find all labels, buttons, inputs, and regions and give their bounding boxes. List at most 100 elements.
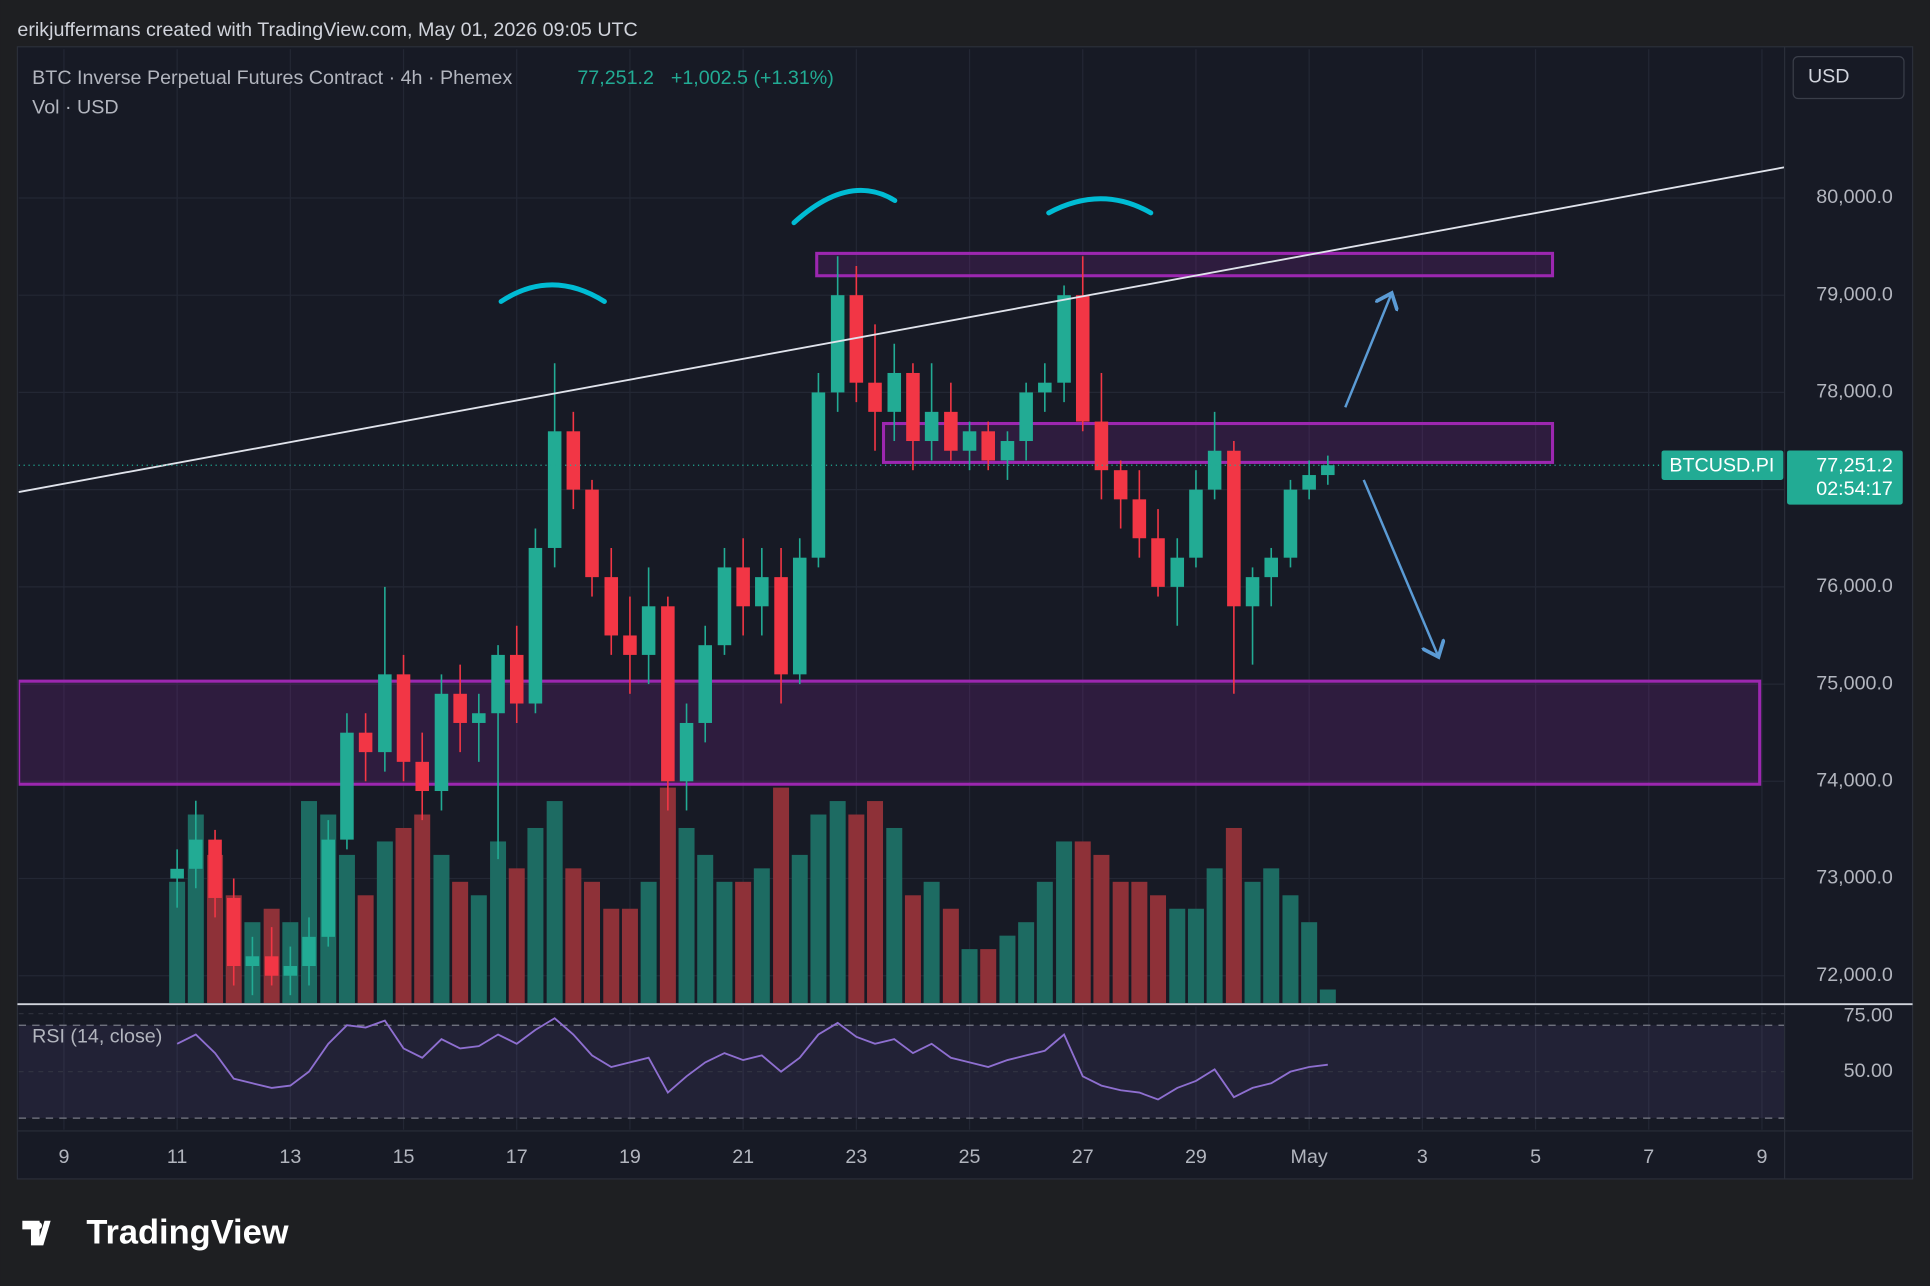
candle-body	[1170, 557, 1185, 587]
x-tick-label: 5	[1530, 1146, 1541, 1168]
volume-bar	[414, 814, 431, 1003]
volume-label: Vol · USD	[32, 96, 118, 118]
candle-body	[491, 654, 505, 714]
volume-bar	[376, 841, 393, 1003]
candle-body	[1227, 450, 1241, 607]
candle-body	[736, 567, 750, 607]
x-tick-label: 27	[1072, 1146, 1094, 1168]
volume-bar	[169, 881, 186, 1003]
volume-bar	[490, 841, 507, 1003]
candle-body	[868, 382, 882, 412]
volume-bar	[1074, 841, 1091, 1003]
y-tick-label: 76,000.0	[1816, 575, 1893, 597]
candle-body	[170, 868, 184, 879]
candle-body	[755, 577, 769, 607]
volume-bar	[452, 881, 469, 1003]
candle-body	[924, 411, 939, 442]
symbol: BTC Inverse Perpetual Futures Contract ·…	[32, 67, 512, 89]
volume-bar	[999, 935, 1016, 1003]
candle-body	[604, 577, 619, 636]
volume-bar	[508, 868, 525, 1003]
candle-body	[1321, 465, 1335, 476]
candle-body	[1132, 499, 1147, 539]
candle-body	[830, 295, 845, 393]
candle-body	[415, 761, 429, 792]
logo: TradingView	[22, 1213, 289, 1251]
candle-body	[792, 557, 807, 675]
candle-body	[358, 732, 373, 753]
candle-body	[566, 431, 581, 490]
volume-bar	[640, 881, 657, 1003]
volume-bar	[753, 868, 770, 1003]
candle-body	[547, 431, 562, 548]
volume-bar	[961, 949, 978, 1003]
y-tick-label: 75,000.0	[1816, 672, 1893, 694]
rsi-tick-label: 50.00	[1844, 1060, 1893, 1082]
candle-body	[453, 693, 467, 723]
candle-body	[906, 372, 920, 442]
volume-bar	[1036, 881, 1053, 1003]
logo-icon	[22, 1220, 51, 1246]
candle-body	[811, 392, 826, 558]
candle-body	[396, 674, 411, 762]
volume-bar	[1319, 989, 1336, 1003]
candle-body	[226, 897, 241, 967]
x-tick-label: 19	[619, 1146, 641, 1168]
volume-bar	[565, 868, 582, 1003]
volume-bar	[603, 908, 620, 1003]
candle-body	[283, 966, 298, 976]
candle-body	[378, 674, 392, 753]
rsi-label: RSI (14, close)	[32, 1026, 162, 1048]
volume-bar	[980, 949, 997, 1003]
volume-bar	[1244, 881, 1261, 1003]
volume-bar	[395, 827, 412, 1003]
volume-bar	[338, 854, 355, 1003]
volume-bar	[1056, 841, 1073, 1003]
volume-bar	[1263, 868, 1280, 1003]
volume-bar	[527, 827, 544, 1003]
candle-body	[661, 606, 675, 782]
candle-body	[887, 372, 902, 412]
volume-bar	[904, 895, 921, 1003]
candle-body	[1075, 295, 1090, 422]
countdown: 02:54:17	[1816, 478, 1893, 500]
candle-body	[1094, 421, 1109, 471]
currency[interactable]: USD	[1808, 66, 1850, 88]
volume-bar	[1301, 922, 1318, 1003]
candle-body	[641, 606, 656, 655]
candle-body	[981, 431, 995, 461]
candle-body	[1189, 489, 1203, 558]
volume-bar	[923, 881, 940, 1003]
candle-body	[1264, 557, 1278, 578]
volume-bar	[810, 814, 827, 1003]
x-tick-label: 3	[1417, 1146, 1428, 1168]
volume-bar	[1112, 881, 1129, 1003]
volume-bar	[1187, 908, 1204, 1003]
candle-body	[1057, 295, 1071, 383]
candle-body	[434, 693, 449, 792]
currency-button[interactable]	[1792, 55, 1905, 100]
volume-bar	[848, 814, 865, 1003]
volume-bar	[942, 908, 959, 1003]
volume-bar	[433, 854, 450, 1003]
volume-bar	[697, 854, 714, 1003]
shoulder-arc	[498, 282, 607, 304]
x-tick-label: 29	[1185, 1146, 1207, 1168]
candle-body	[1245, 577, 1260, 607]
volume-bar	[791, 854, 808, 1003]
volume-bar	[470, 895, 487, 1003]
x-tick-label: 11	[167, 1146, 187, 1168]
zone	[815, 251, 1555, 278]
x-tick-label: 9	[1756, 1146, 1767, 1168]
candle-body	[528, 547, 543, 704]
candle-body	[189, 839, 203, 869]
volume-bar	[1282, 895, 1299, 1003]
brand: TradingView	[86, 1213, 288, 1251]
zone	[18, 679, 1762, 786]
y-tick-label: 78,000.0	[1816, 381, 1893, 403]
x-tick-label: 15	[393, 1146, 415, 1168]
volume-bar	[735, 881, 752, 1003]
rsi-line	[176, 1017, 1328, 1101]
y-tick-label: 73,000.0	[1816, 867, 1893, 889]
volume-bar	[546, 801, 563, 1003]
